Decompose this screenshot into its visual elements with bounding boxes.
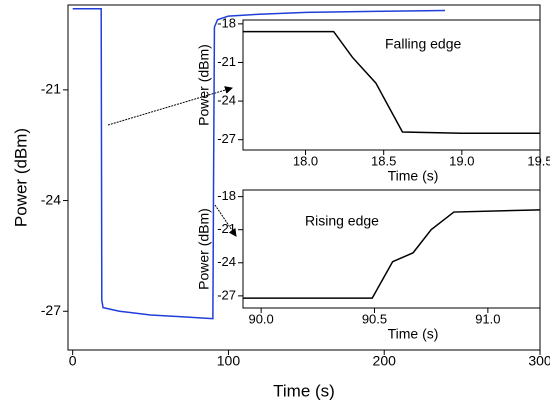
y-tick-label: -21: [41, 81, 61, 97]
y-tick-label: -24: [217, 254, 236, 269]
y-tick-label: -21: [217, 54, 236, 69]
x-tick-label: 19.5: [527, 153, 550, 168]
inset-background: [243, 20, 540, 150]
y-tick-label: -24: [41, 191, 61, 207]
x-tick-label: 200: [373, 353, 397, 369]
data-line: [243, 209, 541, 299]
arrow: [214, 204, 237, 237]
data-line: [243, 30, 540, 135]
y-tick-label: -24: [217, 93, 236, 108]
y-tick-label: -18: [217, 188, 236, 203]
x-axis-label: Time (s): [388, 168, 439, 184]
y-tick-label: -18: [217, 15, 236, 30]
annotation: Rising edge: [305, 213, 379, 229]
inset-background: [243, 190, 540, 308]
x-tick-label: 18.0: [293, 153, 318, 168]
annotation: Falling edge: [385, 36, 461, 52]
arrow: [107, 86, 233, 126]
x-tick-label: 90.5: [362, 311, 387, 326]
plot-frame: [242, 189, 541, 309]
y-tick-label: -27: [217, 287, 236, 302]
x-tick-label: 90.0: [248, 311, 273, 326]
x-axis-label: Time (s): [388, 326, 439, 342]
x-tick-label: 91.0: [475, 311, 500, 326]
x-tick-label: 18.5: [371, 153, 396, 168]
y-axis-label: Power (dBm): [196, 208, 212, 290]
x-tick-label: 100: [217, 353, 241, 369]
x-axis-label: Time (s): [273, 381, 335, 400]
y-tick-label: -27: [41, 302, 61, 318]
x-tick-label: 19.0: [449, 153, 474, 168]
plot-frame: [242, 19, 541, 151]
x-tick-label: 0: [69, 353, 77, 369]
y-axis-label: Power (dBm): [11, 128, 30, 227]
x-tick-label: 300: [528, 353, 550, 369]
y-tick-label: -21: [217, 221, 236, 236]
data-line: [72, 7, 445, 320]
y-axis-label: Power (dBm): [196, 44, 212, 126]
y-tick-label: -27: [217, 131, 236, 146]
plot-frame: [67, 4, 541, 351]
